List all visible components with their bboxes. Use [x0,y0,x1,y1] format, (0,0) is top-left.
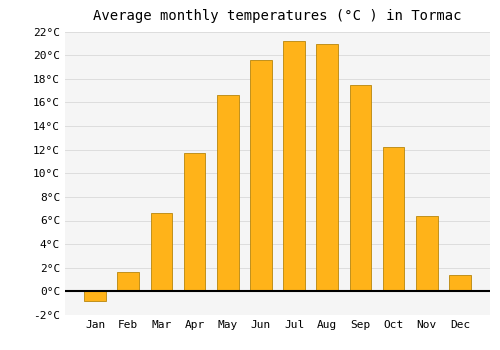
Title: Average monthly temperatures (°C ) in Tormac: Average monthly temperatures (°C ) in To… [93,9,462,23]
Bar [316,44,338,291]
Bar [184,153,206,291]
Bar [350,85,371,291]
Bar [250,60,272,291]
Bar [84,291,106,301]
Bar [383,147,404,291]
Bar [118,272,139,291]
Bar [150,214,172,291]
Bar [284,41,305,291]
Bar [416,216,438,291]
Bar [449,275,470,291]
Bar [217,95,238,291]
